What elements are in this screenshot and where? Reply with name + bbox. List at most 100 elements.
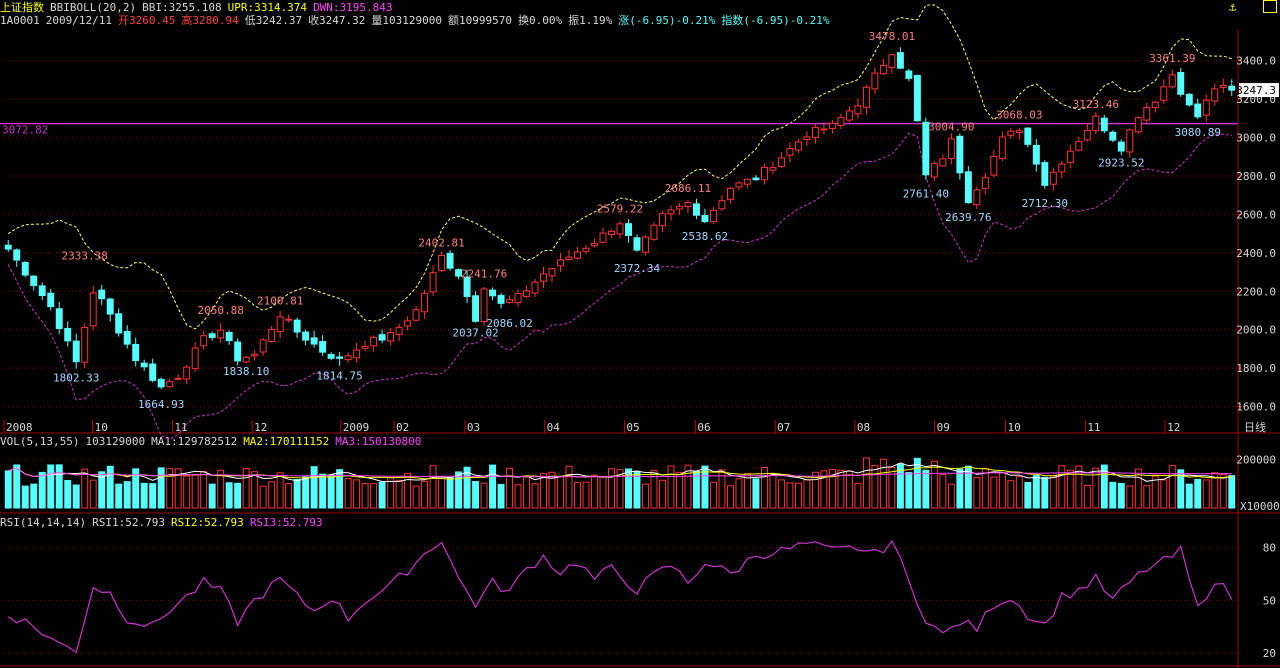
volume-bar-up [395,479,403,509]
volume-unit-label: X10000 [1240,500,1280,513]
extreme-label-low: 2712.30 [1022,197,1068,210]
window-restore-icon[interactable] [1263,0,1277,13]
candle-up [506,299,514,303]
volume-bar-down [1177,469,1185,509]
volume-bar-up [1168,465,1176,509]
volume-bar-up [794,482,802,509]
volume-bar-down [964,465,972,509]
volume-bar-up [1160,479,1168,509]
volume-bar-up [1083,485,1091,509]
turnover-value: 换0.00% [518,14,563,27]
candle-up [743,178,751,185]
candle-up [438,255,446,272]
x-axis-label: 10 [95,421,108,434]
extreme-label-low: 2761.40 [903,187,949,200]
volume-bar-down [98,471,106,509]
candle-down [225,332,233,342]
reference-line-label: 3072.82 [2,124,48,137]
volume-bar-up [1143,485,1151,509]
candle-up [174,377,182,380]
volume-bar-down [55,464,63,509]
volume-bar-down [225,482,233,509]
volume-bar-up [81,468,89,509]
volume-bar-up [820,470,828,509]
volume-bar-up [251,471,259,509]
anchor-icon[interactable]: ⚓ [1229,0,1237,14]
volume-bar-down [30,483,38,509]
volume-bar-up [608,468,615,509]
volume-bar-up [735,478,743,509]
candle-up [353,349,361,359]
candle-down [1032,144,1040,165]
volume-bar-down [38,471,46,509]
volume-bar-down [157,467,165,509]
volume-bar-up [540,473,548,509]
volume-bar-up [888,466,896,509]
high-value: 高3280.94 [181,14,239,27]
extreme-label-low: 2538.62 [682,230,728,243]
candle-down [455,269,463,277]
x-axis-label: 08 [857,421,870,434]
upper-band-line [7,4,1232,330]
candle-up [81,327,89,363]
candle-up [862,86,870,108]
volume-bar-down [1024,482,1032,509]
candle-down [1194,103,1202,118]
volume-bar-down [922,469,930,509]
extreme-label-high: 2402.81 [418,236,464,249]
volume-bar-up [166,468,174,509]
candle-up [735,182,743,188]
candle-up [557,259,564,267]
volume-bar-up [837,469,845,509]
candle-up [1007,130,1015,136]
volume-bar-up [1066,469,1074,509]
candle-up [981,177,989,189]
volume-bar-up [582,481,590,509]
volume-bar-up [344,478,352,509]
volume-bar-down [319,473,327,509]
candle-down [1109,131,1117,141]
candle-up [794,141,802,151]
candle-up [1151,101,1159,109]
volume-bar-up [862,457,870,509]
candle-up [1075,141,1083,151]
volume-bar-down [692,471,700,509]
volume-bar-up [616,469,624,509]
candle-up [1126,129,1134,153]
volume-bar-down [106,465,114,509]
candle-up [1049,171,1057,185]
volume-bar-down [72,484,80,509]
candle-down [293,319,301,333]
candle-up [1219,85,1227,88]
candle-down [1228,85,1236,91]
candle-up [726,187,734,200]
index-name: 上证指数 [0,1,44,14]
volume-bar-up [429,465,437,509]
volume-bar-down [752,478,760,509]
volume-bar-up [183,475,191,509]
candle-up [939,158,947,167]
candle-down [1041,162,1049,186]
ma3-value: MA3:150130800 [335,435,422,448]
volume-bar-down [13,464,21,509]
volume-bar-up [421,480,429,509]
price-tick-label: 1600.0 [1236,401,1276,414]
rsi1-value: RSI1:52.793 [92,516,165,529]
candle-up [676,205,683,210]
volume-bar-down [293,478,301,509]
candle-up [276,316,284,333]
price-tick-label: 2800.0 [1236,170,1276,183]
volume-bar-up [404,472,412,509]
candle-down [149,363,157,381]
volume-bar-up [871,465,879,509]
candle-up [871,72,879,90]
rsi-tick-label: 50 [1263,594,1276,607]
volume-bar-down [47,464,55,509]
volume-bar-down [115,483,123,509]
volume-bar-down [463,466,471,509]
volume-bar-up [523,476,531,509]
candle-up [760,166,768,181]
candle-up [1211,88,1219,102]
volume-bar-down [123,481,131,509]
